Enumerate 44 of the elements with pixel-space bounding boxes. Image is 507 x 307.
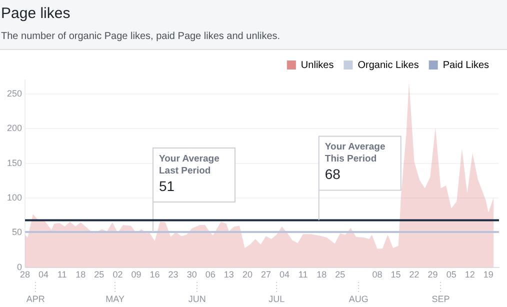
x2-tick-label: AUG	[348, 294, 368, 304]
x2-tick-label: APR	[26, 294, 46, 304]
legend-label: Unlikes	[300, 60, 334, 71]
y-tick-label: 100	[6, 192, 22, 202]
x-tick-label: 11	[57, 269, 67, 280]
x-tick-label: 06	[205, 269, 216, 280]
x-tick-label: 15	[390, 269, 401, 280]
y-tick-label: 200	[6, 123, 22, 134]
x-tick-label: 18	[76, 269, 86, 280]
x-tick-label: 20	[242, 269, 252, 280]
ref-line-label: Your Average This Period 68	[324, 142, 386, 182]
legend-label: Paid Likes	[442, 60, 490, 71]
x-tick-label: 16	[150, 269, 160, 280]
ref-line-label: Your Average Last Period 51	[158, 153, 220, 194]
y-tick-label: 150	[6, 158, 22, 168]
x2-tick-label: SEP	[432, 294, 450, 304]
x2-tick-label: JUN	[188, 294, 206, 304]
x-tick-label: 11	[298, 269, 308, 280]
x-tick-label: 12	[464, 269, 475, 280]
chart-title: Page likes	[1, 4, 72, 23]
x-tick-label: 25	[335, 269, 346, 280]
x-tick-label: 23	[168, 269, 178, 280]
y-tick-label: 50	[12, 227, 22, 238]
x-tick-label: 04	[38, 269, 49, 280]
x-tick-label: 02	[112, 269, 123, 280]
legend-label: Organic Likes	[358, 60, 419, 71]
x-tick-label: 30	[186, 269, 197, 280]
x-tick-label: 08	[372, 269, 382, 280]
x-tick-label: 27	[260, 269, 271, 280]
x2-tick-label: MAY	[106, 294, 124, 304]
x2-tick-label: JUL	[268, 294, 285, 304]
x-tick-label: 05	[446, 269, 456, 280]
x-tick-label: 22	[409, 269, 420, 280]
x-tick-label: 28	[20, 269, 30, 280]
y-tick-label: 0	[17, 262, 22, 272]
x-tick-label: 13	[224, 269, 234, 280]
x-tick-label: 29	[428, 269, 438, 280]
x-tick-label: 04	[280, 269, 290, 280]
x-tick-label: 09	[131, 269, 142, 280]
chart-subtitle: The number of organic Page likes, paid Page likes and unlikes.	[1, 31, 282, 42]
x-tick-label: 25	[94, 269, 104, 280]
x-tick-label: 18	[316, 269, 327, 280]
y-tick-label: 250	[6, 88, 22, 98]
x-tick-label: 19	[483, 269, 494, 280]
